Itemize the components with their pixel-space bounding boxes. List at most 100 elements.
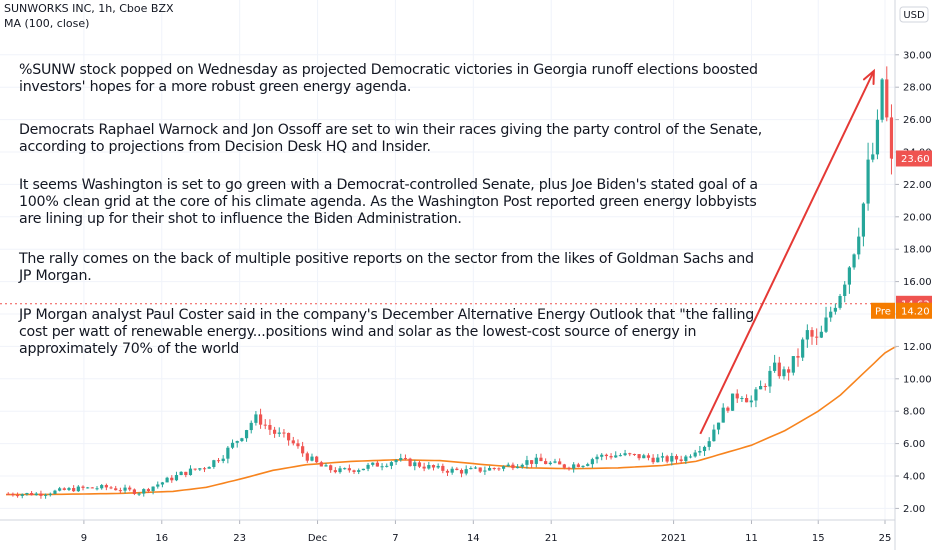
candle-body (464, 469, 468, 474)
candle-body (861, 203, 866, 237)
candle-body (427, 465, 431, 469)
candle-body (801, 339, 805, 358)
candle-body (86, 487, 90, 489)
candle-body (478, 467, 482, 472)
candle-body (847, 267, 851, 285)
candle-body (34, 493, 38, 496)
y-tick-label: 28.00 (903, 83, 932, 94)
candle-body (90, 487, 94, 489)
candle-body (768, 370, 772, 387)
candle-body (567, 467, 571, 469)
candle-body (670, 455, 674, 462)
candle-body (338, 468, 342, 473)
candle-body (530, 460, 534, 464)
price-tags: 23.6014.63Pre14.20 (871, 150, 932, 319)
candle-body (324, 465, 328, 467)
candle-body (885, 79, 889, 118)
candle-body (244, 430, 249, 439)
candle-body (329, 465, 333, 471)
last-price-label: 23.60 (901, 154, 930, 165)
candle-body (417, 462, 422, 467)
candle-body (156, 484, 160, 487)
candle-body (838, 295, 842, 308)
candle-body (174, 475, 179, 481)
candle-body (366, 464, 370, 469)
x-tick-label: 25 (879, 533, 892, 544)
x-tick-label: Dec (308, 533, 327, 544)
candle-body (637, 454, 641, 459)
candle-body (25, 493, 29, 495)
candle-body (137, 493, 141, 495)
candle-body (511, 464, 515, 469)
annotation-paragraph-3: It seems Washington is set to go green w… (19, 177, 758, 227)
candle-body (558, 461, 562, 465)
candle-body (763, 386, 767, 388)
currency-badge (899, 6, 929, 23)
candle-body (104, 485, 108, 488)
x-tick-label: 23 (233, 533, 246, 544)
candle-body (371, 462, 375, 465)
annotation-paragraph-2: Democrats Raphael Warnock and Jon Ossoff… (19, 122, 763, 155)
candle-body (660, 456, 665, 458)
annotation-paragraph-1: %SUNW stock popped on Wednesday as proje… (19, 62, 758, 95)
candle-body (291, 440, 295, 444)
y-tick-label: 8.00 (903, 407, 925, 418)
candle-body (852, 254, 856, 268)
candle-body (142, 489, 146, 494)
candle-body (712, 429, 716, 442)
candle-body (165, 477, 169, 483)
y-tick-label: 30.00 (903, 50, 932, 61)
candle-body (343, 468, 347, 470)
candle-body (810, 330, 814, 337)
candle-body (833, 307, 837, 312)
y-tick-label: 6.00 (903, 439, 925, 450)
candle-body (441, 465, 445, 471)
candle-body (674, 455, 679, 460)
candle-body (6, 493, 10, 495)
y-tick-label: 4.00 (903, 472, 925, 483)
candle-body (226, 447, 230, 459)
candle-body (609, 456, 613, 458)
candle-body (707, 441, 711, 447)
x-tick-label: 2021 (661, 533, 686, 544)
candle-body (128, 487, 132, 490)
candle-body (459, 469, 464, 474)
candle-body (235, 441, 239, 443)
candle-body (282, 432, 286, 434)
candle-body (352, 470, 356, 472)
candle-body (548, 462, 552, 465)
moving-average-layer (6, 345, 897, 496)
candle-body (880, 79, 884, 120)
x-tick-label: 9 (81, 533, 87, 544)
candle-body (595, 456, 599, 460)
candle-body (95, 488, 99, 490)
candle-body (207, 466, 211, 469)
candle-body (688, 456, 693, 458)
trend-arrow-line (699, 70, 875, 435)
candle-body (170, 477, 174, 481)
candle-body (684, 456, 688, 462)
candle-body (581, 465, 585, 467)
candle-body (310, 456, 314, 461)
candle-body (15, 495, 20, 497)
y-tick-label: 18.00 (903, 245, 932, 256)
trend-arrow-layer (699, 68, 875, 435)
y-tick-label: 26.00 (903, 115, 932, 126)
candle-body (193, 468, 197, 470)
candle-body (614, 455, 618, 458)
candle-body (151, 486, 155, 492)
candle-body (716, 422, 721, 430)
candle-body (497, 468, 501, 470)
candle-body (399, 458, 403, 461)
candle-body (787, 369, 791, 373)
annotation-paragraph-5: JP Morgan analyst Paul Coster said in th… (19, 307, 755, 357)
candle-body (240, 438, 244, 442)
candle-body (632, 453, 637, 455)
candle-body (188, 468, 193, 476)
candle-body (53, 490, 57, 494)
y-tick-label: 20.00 (903, 212, 932, 223)
annotation-paragraph-4: The rally comes on the back of multiple … (19, 251, 754, 284)
candle-body (179, 471, 183, 476)
candle-body (20, 494, 24, 496)
